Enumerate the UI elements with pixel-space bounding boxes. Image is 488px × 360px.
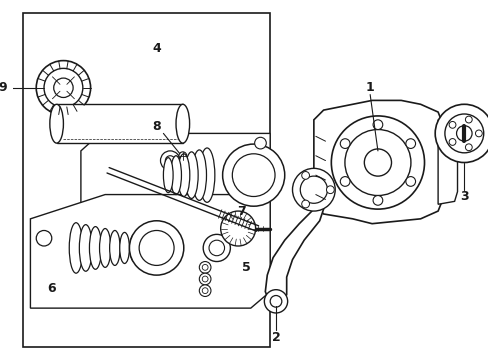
Ellipse shape [170, 156, 181, 194]
Circle shape [222, 144, 284, 206]
Circle shape [139, 230, 174, 265]
Circle shape [301, 200, 309, 208]
Ellipse shape [199, 148, 214, 202]
Circle shape [434, 104, 488, 162]
Circle shape [456, 126, 471, 141]
Polygon shape [265, 201, 323, 306]
Bar [22, 13, 270, 347]
Text: 2: 2 [271, 331, 280, 344]
Text: 6: 6 [47, 282, 56, 295]
Circle shape [202, 276, 207, 282]
Ellipse shape [89, 226, 102, 269]
Circle shape [372, 195, 382, 205]
Circle shape [232, 154, 274, 197]
Circle shape [405, 139, 415, 148]
Circle shape [36, 230, 52, 246]
Ellipse shape [79, 225, 92, 271]
Circle shape [301, 171, 309, 179]
Circle shape [465, 116, 471, 123]
Circle shape [202, 265, 207, 270]
Circle shape [331, 116, 424, 209]
Circle shape [326, 186, 334, 194]
Polygon shape [81, 134, 270, 229]
Circle shape [340, 139, 349, 148]
Circle shape [405, 177, 415, 186]
Circle shape [36, 60, 90, 115]
Text: 1: 1 [365, 81, 374, 94]
Circle shape [264, 290, 287, 313]
Circle shape [54, 78, 73, 98]
Circle shape [344, 130, 410, 195]
Bar [57, 104, 183, 143]
Ellipse shape [184, 152, 198, 198]
Circle shape [202, 288, 207, 293]
Circle shape [372, 120, 382, 130]
Ellipse shape [178, 154, 189, 197]
Circle shape [44, 68, 82, 107]
Circle shape [199, 285, 210, 297]
Polygon shape [437, 120, 457, 204]
Ellipse shape [69, 223, 82, 273]
Circle shape [300, 176, 327, 203]
Circle shape [364, 149, 391, 176]
Circle shape [448, 121, 455, 128]
Circle shape [254, 137, 266, 149]
Polygon shape [313, 100, 441, 224]
Circle shape [208, 240, 224, 256]
Circle shape [179, 152, 186, 159]
Text: 3: 3 [459, 190, 468, 203]
Ellipse shape [120, 233, 129, 264]
Text: 9: 9 [0, 81, 6, 94]
Ellipse shape [192, 150, 206, 201]
Text: 7: 7 [236, 204, 245, 217]
Circle shape [292, 168, 335, 211]
Circle shape [165, 156, 175, 166]
Circle shape [203, 234, 230, 261]
Ellipse shape [109, 230, 120, 265]
Text: 8: 8 [152, 120, 161, 133]
Circle shape [160, 151, 180, 170]
Circle shape [220, 211, 255, 246]
Circle shape [465, 144, 471, 150]
Circle shape [340, 177, 349, 186]
Circle shape [474, 130, 481, 137]
Circle shape [448, 139, 455, 145]
Circle shape [199, 261, 210, 273]
Ellipse shape [176, 104, 189, 143]
Text: 4: 4 [152, 42, 161, 55]
Circle shape [444, 114, 483, 153]
Circle shape [199, 273, 210, 285]
Polygon shape [30, 194, 270, 308]
Ellipse shape [129, 234, 139, 261]
Text: 5: 5 [241, 261, 250, 274]
Ellipse shape [163, 158, 173, 193]
Ellipse shape [100, 229, 111, 267]
Ellipse shape [50, 104, 63, 143]
Circle shape [270, 296, 281, 307]
Circle shape [129, 221, 183, 275]
